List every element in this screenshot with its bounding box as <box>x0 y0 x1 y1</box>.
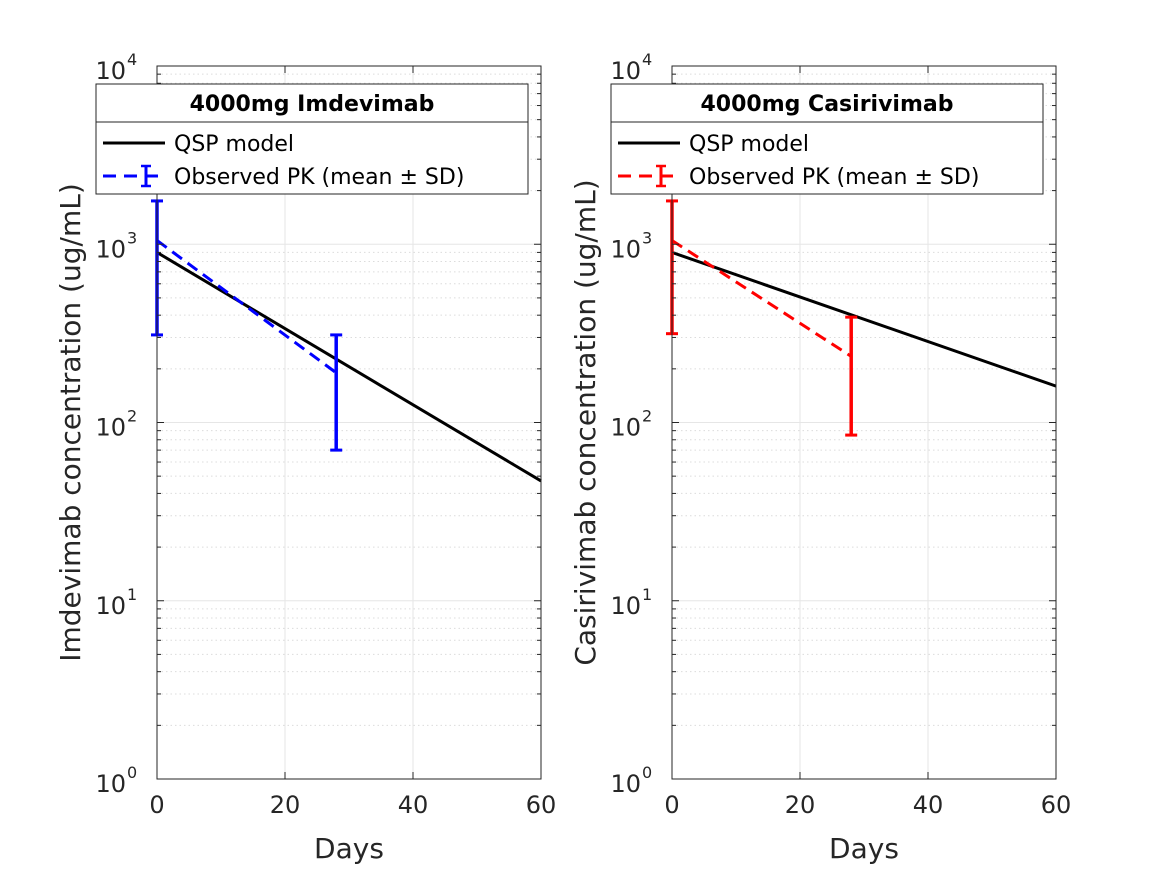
chart2-legend-item: Observed PK (mean ± SD) <box>618 164 979 190</box>
chart2-x-axis-label: Days <box>829 832 899 865</box>
chart1-y-tick-label-base: 10 <box>95 770 126 798</box>
chart2-y-tick-label-exponent: 1 <box>642 585 652 604</box>
chart2-y-tick-label-exponent: 0 <box>642 763 652 782</box>
chart2-y-tick-label-exponent: 4 <box>642 50 652 69</box>
chart2-y-axis-label: Casirivimab concentration (ug/mL) <box>569 179 602 665</box>
chart1-y-tick-label: 10 0 <box>95 763 137 798</box>
chart2-legend-item: QSP model <box>618 132 809 157</box>
chart1-legend-label: Observed PK (mean ± SD) <box>174 165 464 190</box>
chart2-x-tick-label: 40 <box>913 791 944 819</box>
chart1-x-tick-label: 60 <box>526 791 557 819</box>
chart2-y-tick-label: 10 1 <box>610 585 652 620</box>
chart2-y-tick-label-base: 10 <box>610 57 641 85</box>
chart1-y-axis-label: Imdevimab concentration (ug/mL) <box>54 183 87 662</box>
chart2-y-tick-label: 10 4 <box>610 50 652 85</box>
chart2-y-tick-label-base: 10 <box>610 414 641 442</box>
chart1-x-tick-label: 40 <box>398 791 429 819</box>
chart1-y-tick-label-base: 10 <box>95 57 126 85</box>
chart1-y-tick-label: 10 4 <box>95 50 137 85</box>
chart1-y-tick-label-base: 10 <box>95 414 126 442</box>
chart1-y-tick-label-exponent: 0 <box>127 763 137 782</box>
chart1-legend-item: Observed PK (mean ± SD) <box>103 164 464 190</box>
chart1-y-tick-label-base: 10 <box>95 235 126 263</box>
chart1-legend-item: QSP model <box>103 132 294 157</box>
chart1-y-tick-label: 10 3 <box>95 228 137 263</box>
chart1-legend: 4000mg Imdevimab QSP model Observed PK (me… <box>95 83 529 195</box>
chart2-y-tick-label: 10 3 <box>610 228 652 263</box>
chart2-x-tick-label: 60 <box>1041 791 1072 819</box>
chart1-y-tick-label: 10 1 <box>95 585 137 620</box>
chart1-y-tick-label-exponent: 1 <box>127 585 137 604</box>
chart2-series-line <box>671 250 1057 388</box>
chart2-y-tick-label: 10 2 <box>610 407 652 442</box>
chart1-error-bar <box>330 333 343 452</box>
chart2-legend-label: QSP model <box>689 132 809 157</box>
chart2-legend-label: Observed PK (mean ± SD) <box>689 165 979 190</box>
chart1-y-tick-label: 10 2 <box>95 407 137 442</box>
chart1-y-tick-label-exponent: 4 <box>127 50 137 69</box>
chart1-series-line <box>156 251 542 483</box>
chart2-legend: 4000mg Casirivimab QSP model Observed PK (… <box>610 83 1044 195</box>
chart2-legend-title: 4000mg Casirivimab <box>701 92 954 117</box>
chart2-legend-box <box>610 83 1044 195</box>
chart1-y-tick-label-base: 10 <box>95 592 126 620</box>
chart2-y-tick-label-base: 10 <box>610 770 641 798</box>
chart2-y-tick-label: 10 0 <box>610 763 652 798</box>
chart2-error-bar <box>845 315 858 437</box>
chart2-y-tick-label-exponent: 2 <box>642 407 652 426</box>
chart2-x-tick-label: 0 <box>664 791 679 819</box>
chart1-x-axis-label: Days <box>314 832 384 865</box>
chart1-legend-title: 4000mg Imdevimab <box>190 92 435 117</box>
chart2-y-tick-label-base: 10 <box>610 235 641 263</box>
chart2-series-line <box>671 239 853 358</box>
chart1-y-tick-label-exponent: 2 <box>127 407 137 426</box>
chart2-y-tick-label-exponent: 3 <box>642 228 652 247</box>
chart2-x-tick-label: 20 <box>785 791 816 819</box>
chart1-y-tick-label-exponent: 3 <box>127 228 137 247</box>
chart1-x-tick-label: 20 <box>270 791 301 819</box>
chart2-y-tick-label-base: 10 <box>610 592 641 620</box>
chart1-legend-label: QSP model <box>174 132 294 157</box>
chart1-x-tick-label: 0 <box>149 791 164 819</box>
chart1-legend-box <box>95 83 529 195</box>
